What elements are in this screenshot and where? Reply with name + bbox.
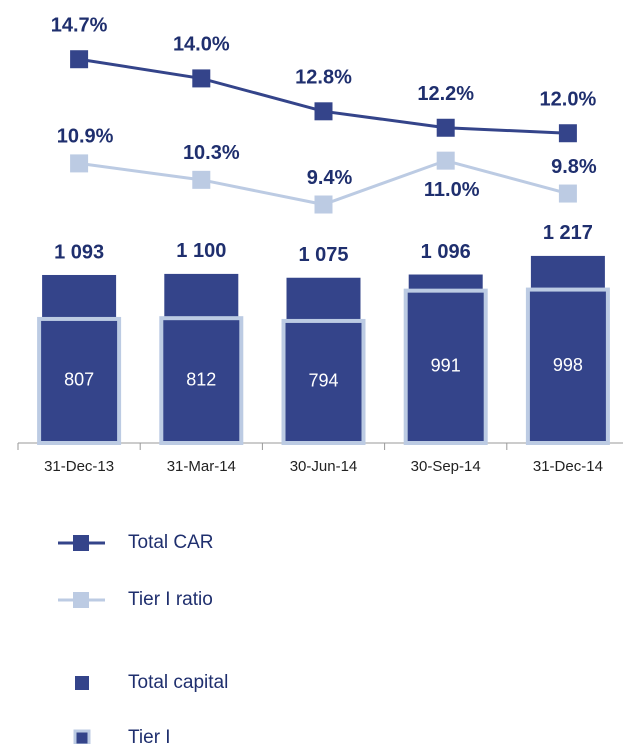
bar — [525, 287, 610, 446]
line-marker — [558, 184, 577, 203]
line-label: 10.3% — [183, 142, 240, 164]
line-label: 9.8% — [551, 156, 597, 178]
line-marker — [70, 50, 89, 69]
line-marker — [436, 151, 455, 170]
line-marker — [70, 154, 89, 173]
line-marker — [314, 102, 333, 121]
bar-label: 794 — [308, 371, 338, 391]
line-marker — [558, 124, 577, 143]
legend-marker — [73, 592, 89, 608]
bar — [281, 318, 366, 445]
bar-label: 1 075 — [298, 244, 348, 266]
line-label: 9.4% — [307, 167, 353, 189]
bar-label: 1 096 — [421, 241, 471, 263]
line-marker — [192, 69, 211, 88]
bar-label: 812 — [186, 369, 216, 389]
line-label: 12.2% — [417, 83, 474, 105]
bar-label: 991 — [431, 356, 461, 376]
line-label: 11.0% — [424, 179, 480, 201]
bar-label: 1 217 — [543, 222, 593, 244]
legend-label: Tier I — [128, 727, 171, 744]
line-label: 12.8% — [295, 67, 352, 89]
x-tick-label: 31-Dec-14 — [533, 458, 603, 475]
line-label: 12.0% — [540, 89, 597, 111]
bar-label: 807 — [64, 370, 94, 390]
line-label: 14.0% — [173, 34, 230, 56]
x-tick-label: 31-Dec-13 — [44, 458, 114, 475]
line-label: 10.9% — [57, 126, 114, 148]
legend-marker — [75, 676, 89, 690]
bar-label: 1 100 — [176, 240, 226, 262]
bar-label: 998 — [553, 355, 583, 375]
legend-label: Tier I ratio — [128, 589, 213, 610]
bar-label: 1 093 — [54, 241, 104, 263]
legend-label: Total CAR — [128, 532, 214, 553]
legend-marker — [73, 535, 89, 551]
line-label: 14.7% — [51, 15, 108, 37]
x-tick-label: 30-Sep-14 — [411, 458, 481, 475]
x-tick-label: 31-Mar-14 — [167, 458, 236, 475]
line-marker — [314, 195, 333, 214]
legend-marker — [73, 729, 91, 744]
line-marker — [192, 170, 211, 189]
legend-label: Total capital — [128, 672, 228, 693]
x-tick-label: 30-Jun-14 — [290, 458, 358, 475]
bar — [37, 316, 122, 446]
bar — [403, 288, 488, 446]
bar — [159, 316, 244, 445]
line-marker — [436, 118, 455, 137]
